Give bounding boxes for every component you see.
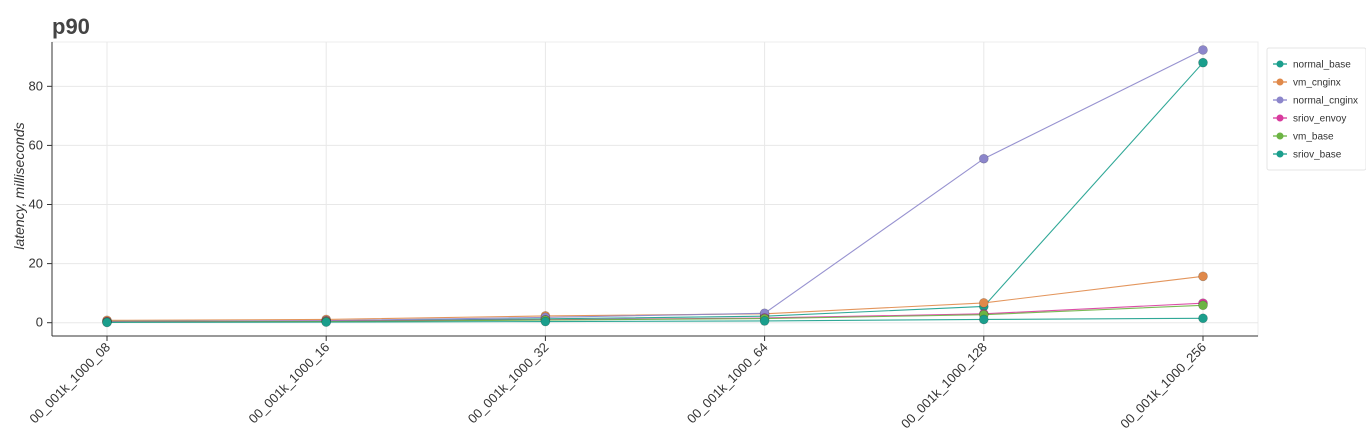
legend-marker bbox=[1276, 60, 1284, 68]
x-tick-label: 00_001k_1000_32 bbox=[465, 340, 552, 427]
data-point-sriov_base bbox=[1198, 313, 1208, 324]
legend-item-normal_base[interactable]: normal_base bbox=[1273, 60, 1351, 71]
legend-item-vm_base[interactable]: vm_base bbox=[1273, 132, 1334, 143]
legend-marker bbox=[1276, 114, 1284, 122]
legend-label: sriov_envoy bbox=[1293, 114, 1346, 125]
legend-label: sriov_base bbox=[1293, 150, 1342, 161]
x-tick-label: 00_001k_1000_256 bbox=[1117, 340, 1209, 432]
legend-label: vm_cnginx bbox=[1293, 78, 1341, 89]
y-axis-label: latency, milliseconds bbox=[11, 122, 27, 249]
series-layer bbox=[102, 45, 1208, 328]
chart-title: p90 bbox=[52, 14, 90, 39]
legend[interactable]: normal_base vm_cnginx normal_cnginx sriov_e… bbox=[1266, 47, 1366, 171]
legend-box bbox=[1266, 47, 1366, 171]
data-point-sriov_base bbox=[321, 317, 332, 327]
axes: 0 20 40 60 80 00_001k_1000_08 00_001k_1000_16 0… bbox=[26, 42, 1258, 431]
data-point-sriov_base bbox=[102, 317, 112, 328]
legend-item-normal_cnginx[interactable]: normal_cnginx bbox=[1273, 96, 1358, 107]
y-tick-label: 20 bbox=[29, 256, 43, 271]
legend-item-vm_cnginx[interactable]: vm_cnginx bbox=[1273, 78, 1341, 89]
legend-marker bbox=[1276, 150, 1284, 158]
x-tick-label: 00_001k_1000_64 bbox=[684, 340, 771, 427]
legend-label: normal_cnginx bbox=[1293, 96, 1358, 107]
data-point-vm_cnginx bbox=[1198, 271, 1208, 282]
y-tick-label: 60 bbox=[29, 137, 43, 152]
series-line-sriov_base bbox=[106, 317, 1204, 323]
legend-item-sriov_envoy[interactable]: sriov_envoy bbox=[1273, 114, 1346, 125]
legend-label: normal_base bbox=[1293, 60, 1351, 71]
y-tick-label: 80 bbox=[29, 78, 43, 93]
data-point-normal_cnginx bbox=[978, 153, 989, 164]
legend-marker bbox=[1276, 78, 1284, 86]
x-tick-label: 00_001k_1000_128 bbox=[898, 340, 990, 432]
data-point-sriov_base bbox=[978, 314, 989, 325]
series-line-vm_cnginx bbox=[106, 275, 1204, 321]
x-tick-label: 00_001k_1000_08 bbox=[26, 340, 113, 427]
y-tick-label: 0 bbox=[36, 315, 43, 330]
x-tick-label: 00_001k_1000_16 bbox=[246, 340, 333, 427]
data-point-vm_cnginx bbox=[978, 298, 989, 308]
series-line-normal_base bbox=[106, 62, 1204, 322]
legend-marker bbox=[1276, 132, 1284, 140]
data-point-vm_base bbox=[1198, 300, 1208, 311]
legend-marker bbox=[1276, 96, 1284, 104]
data-point-normal_base bbox=[1198, 57, 1208, 68]
data-point-normal_cnginx bbox=[1198, 45, 1208, 55]
data-point-sriov_base bbox=[540, 316, 551, 327]
legend-item-sriov_base[interactable]: sriov_base bbox=[1273, 150, 1342, 161]
data-point-sriov_base bbox=[759, 316, 770, 326]
legend-label: vm_base bbox=[1293, 132, 1334, 143]
series-line-normal_cnginx bbox=[106, 49, 1204, 323]
y-tick-label: 40 bbox=[29, 197, 43, 212]
